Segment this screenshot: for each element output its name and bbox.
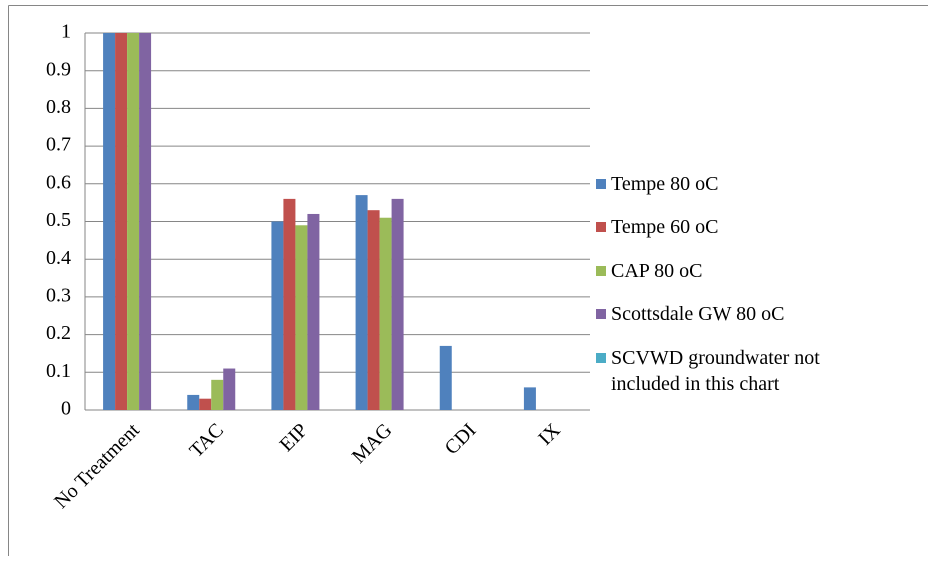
legend-item: CAP 80 oC	[596, 258, 871, 284]
y-tick-label: 1	[61, 21, 71, 43]
bar	[271, 221, 284, 410]
legend-item: SCVWD groundwater not included in this c…	[596, 345, 871, 397]
y-tick-label: 0	[61, 398, 71, 420]
y-tick-label: 0.7	[46, 134, 71, 156]
bar	[211, 379, 224, 410]
legend-label: Tempe 60 oC	[611, 216, 719, 238]
bar	[391, 198, 404, 410]
bar	[439, 345, 452, 410]
bar	[103, 33, 116, 410]
bar	[115, 33, 128, 410]
x-tick-label: TAC	[185, 419, 228, 462]
legend-label: Tempe 80 oC	[611, 173, 719, 195]
legend-item: Tempe 60 oC	[596, 214, 871, 240]
bar	[355, 195, 368, 410]
bar	[379, 217, 392, 410]
y-tick-label: 0.6	[46, 171, 71, 193]
legend-swatch	[596, 309, 606, 319]
bar	[523, 387, 536, 410]
y-tick-label: 0.9	[46, 58, 71, 80]
legend-swatch	[596, 266, 606, 276]
y-tick-label: 0.1	[46, 360, 71, 382]
y-tick-label: 0.4	[46, 247, 71, 269]
legend-swatch	[596, 222, 606, 232]
legend-item: Scottsdale GW 80 oC	[596, 301, 871, 327]
bar	[199, 398, 212, 410]
legend-swatch	[596, 179, 606, 189]
legend-item: Tempe 80 oC	[596, 171, 871, 197]
x-tick-label: No Treatment	[50, 419, 144, 513]
bar	[307, 213, 320, 410]
x-tick-label: EIP	[275, 419, 312, 456]
x-tick-label: MAG	[348, 419, 397, 468]
y-tick-label: 0.5	[46, 209, 71, 231]
bar	[187, 394, 200, 410]
y-tick-label: 0.3	[46, 284, 71, 306]
bar	[367, 210, 380, 410]
y-tick-label: 0.2	[46, 322, 71, 344]
bar	[223, 368, 236, 410]
bar	[283, 198, 296, 410]
y-tick-label: 0.8	[46, 96, 71, 118]
bar	[295, 225, 308, 410]
x-tick-label: IX	[534, 419, 565, 450]
legend-label: CAP 80 oC	[611, 260, 703, 282]
bar	[127, 33, 140, 410]
bar	[139, 33, 152, 410]
legend-label: Scottsdale GW 80 oC	[611, 303, 785, 325]
legend-swatch	[596, 353, 606, 363]
legend-label: SCVWD groundwater not included in this c…	[611, 347, 820, 395]
x-tick-label: CDI	[441, 419, 481, 459]
